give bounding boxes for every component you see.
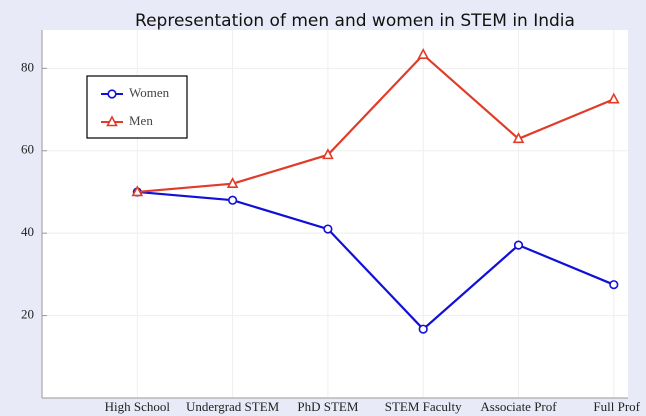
point [131,185,144,197]
point [323,224,333,234]
series [131,48,620,197]
legend-marker [106,115,118,127]
point [512,132,525,144]
line [137,53,615,194]
x-tick-label: Associate Prof [480,399,557,414]
point [322,148,334,160]
point [418,324,428,334]
legend-label: Women [129,85,170,100]
y-tick-label: 20 [21,307,34,322]
line [137,190,615,331]
point [609,280,619,290]
point [417,48,430,60]
point [226,177,239,189]
x-tick-label: STEM Faculty [385,399,462,414]
x-tick-label: PhD STEM [297,399,358,414]
point [607,92,620,104]
legend-label: Men [129,113,153,128]
x-tick-label: Undergrad STEM [186,399,280,414]
x-tick-label: Full Prof [593,399,640,414]
point [228,195,238,205]
y-tick-label: 80 [21,59,34,74]
legend-box [86,75,188,139]
point [513,240,524,250]
y-tick-label: 40 [21,224,34,239]
legend-marker [107,89,117,99]
y-tick-label: 60 [21,142,34,157]
chart-title: Representation of men and women in STEM … [135,11,575,31]
legend: Women Men [86,75,188,139]
x-tick-label: High School [105,399,171,414]
